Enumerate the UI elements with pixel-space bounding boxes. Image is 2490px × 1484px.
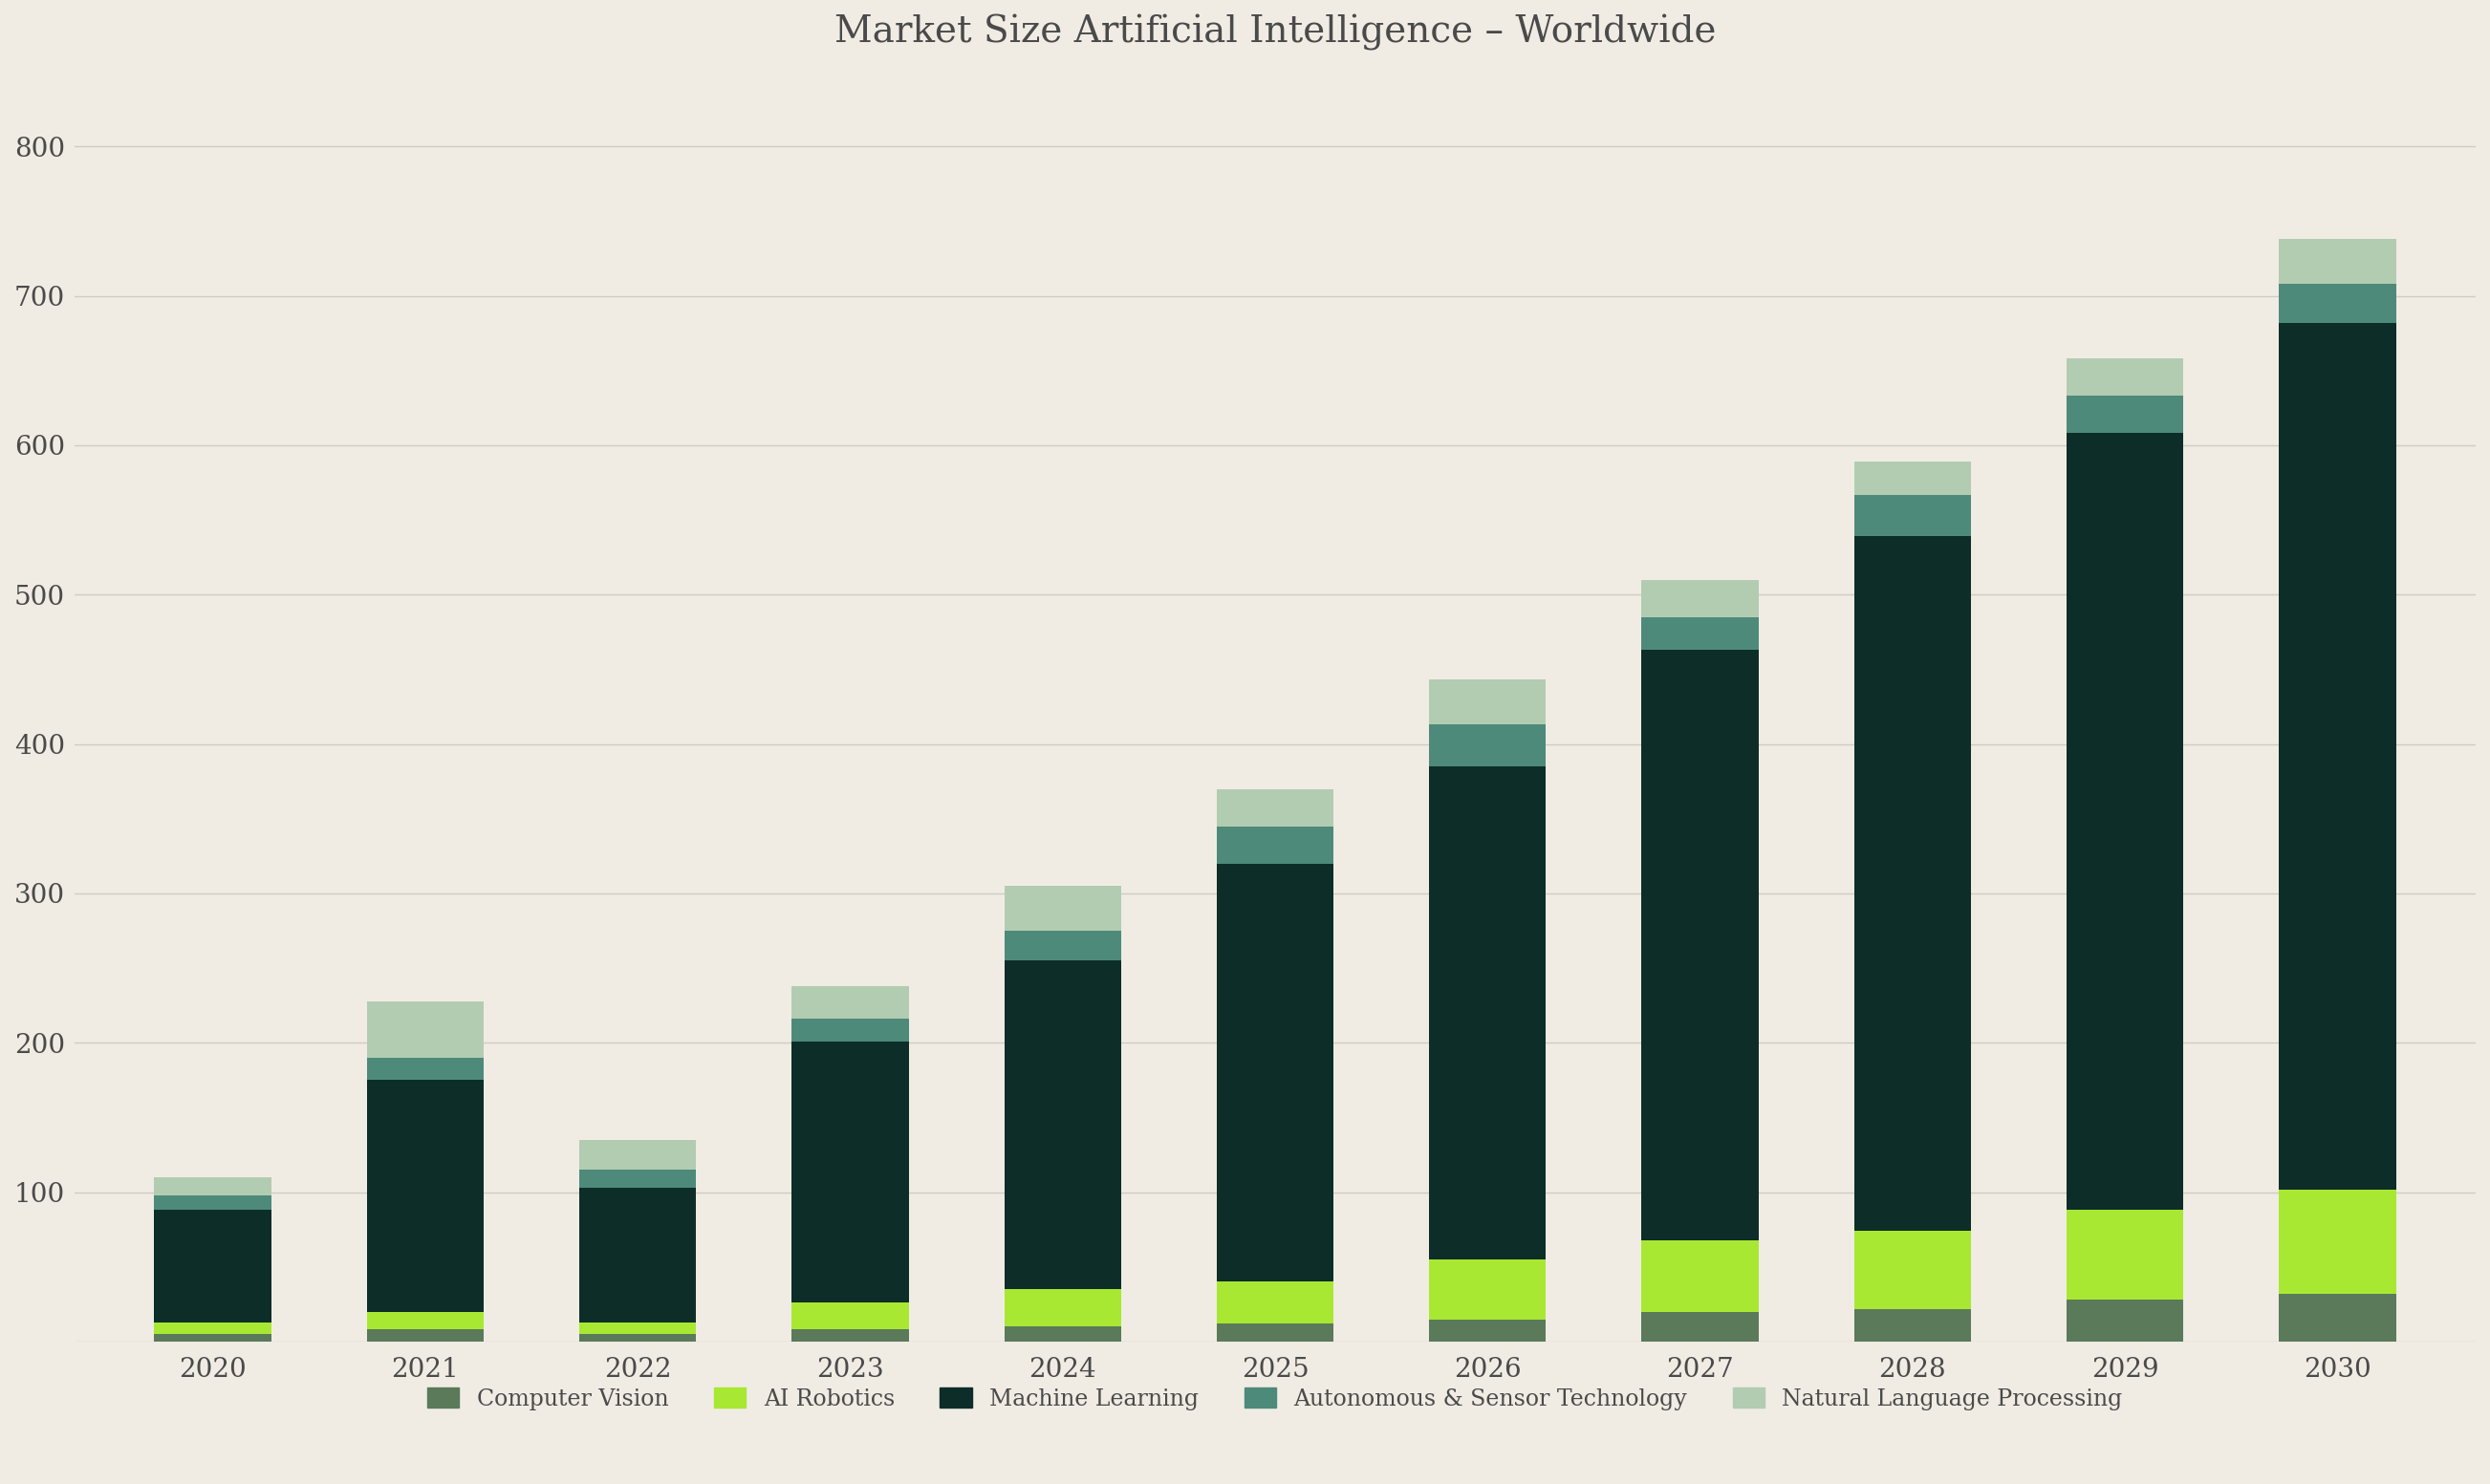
Bar <box>1429 680 1546 724</box>
Bar <box>1855 462 1972 494</box>
Bar <box>1218 789 1335 827</box>
Bar <box>154 1322 271 1334</box>
Bar <box>2067 396 2184 433</box>
Title: Market Size Artificial Intelligence – Worldwide: Market Size Artificial Intelligence – Wo… <box>834 15 1716 50</box>
Bar <box>1429 1260 1546 1319</box>
Bar <box>366 1058 483 1080</box>
Bar <box>1855 536 1972 1232</box>
Bar <box>580 1334 697 1342</box>
Bar <box>2067 1300 2184 1342</box>
Bar <box>2067 359 2184 396</box>
Bar <box>366 1080 483 1312</box>
Bar <box>1641 580 1758 617</box>
Bar <box>792 985 909 1020</box>
Bar <box>1429 724 1546 766</box>
Bar <box>1641 1312 1758 1342</box>
Bar <box>580 1187 697 1322</box>
Bar <box>2067 1209 2184 1300</box>
Bar <box>1003 930 1120 960</box>
Bar <box>1218 827 1335 864</box>
Bar <box>154 1195 271 1209</box>
Bar <box>580 1169 697 1187</box>
Bar <box>792 1042 909 1303</box>
Bar <box>1429 766 1546 1260</box>
Bar <box>2067 433 2184 1209</box>
Bar <box>2278 1189 2395 1294</box>
Bar <box>1641 1241 1758 1312</box>
Bar <box>2278 322 2395 1189</box>
Bar <box>792 1330 909 1342</box>
Bar <box>1003 960 1120 1290</box>
Bar <box>366 1002 483 1058</box>
Bar <box>2278 1294 2395 1342</box>
Bar <box>366 1312 483 1330</box>
Bar <box>154 1209 271 1322</box>
Bar <box>1641 617 1758 650</box>
Bar <box>1429 1319 1546 1342</box>
Bar <box>1855 1232 1972 1309</box>
Bar <box>154 1334 271 1342</box>
Bar <box>1003 1290 1120 1327</box>
Bar <box>1855 1309 1972 1342</box>
Bar <box>580 1322 697 1334</box>
Bar <box>1003 1327 1120 1342</box>
Bar <box>792 1303 909 1330</box>
Bar <box>792 1020 909 1042</box>
Bar <box>1218 1282 1335 1324</box>
Bar <box>580 1140 697 1169</box>
Bar <box>1641 650 1758 1241</box>
Bar <box>366 1330 483 1342</box>
Bar <box>2278 239 2395 283</box>
Legend: Computer Vision, AI Robotics, Machine Learning, Autonomous & Sensor Technology, : Computer Vision, AI Robotics, Machine Le… <box>418 1379 2131 1419</box>
Bar <box>1855 494 1972 536</box>
Bar <box>1218 864 1335 1282</box>
Bar <box>1003 886 1120 930</box>
Bar <box>2278 283 2395 322</box>
Bar <box>154 1177 271 1195</box>
Bar <box>1218 1324 1335 1342</box>
